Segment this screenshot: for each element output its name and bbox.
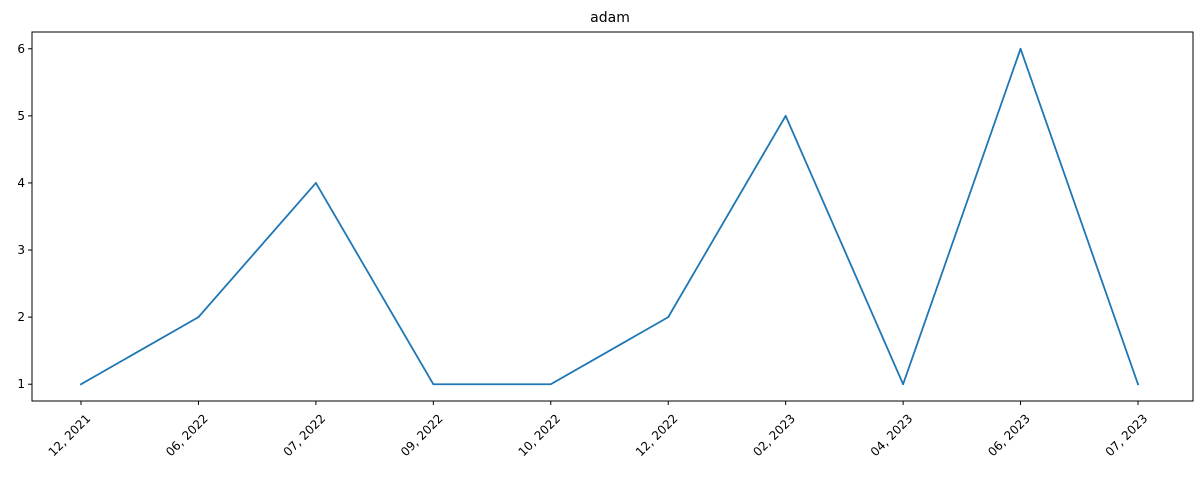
series-layer [79,47,1140,386]
data-point [784,114,787,117]
x-tick-label: 12, 2022 [633,411,681,459]
y-tick-label: 1 [17,377,25,391]
x-axis: 12, 2021 06, 2022 07, 2022 09, 2022 10, 2022… [46,401,1151,459]
y-tick-label: 6 [17,42,25,56]
series-line [79,47,1140,386]
x-tick-label: 06, 2022 [163,411,211,459]
y-tick-label: 3 [17,243,25,257]
data-point [197,316,200,319]
y-tick-label: 5 [17,109,25,123]
y-tick-label: 2 [17,310,25,324]
x-tick-label: 04, 2023 [868,411,916,459]
x-tick-label: 07, 2023 [1103,411,1151,459]
data-point [902,383,905,386]
data-point [80,383,82,386]
x-tick-label: 06, 2023 [985,411,1033,459]
data-point [549,383,552,386]
data-point [1137,383,1139,386]
x-tick-label: 02, 2023 [750,411,798,459]
x-tick-label: 09, 2022 [398,411,446,459]
y-tick-label: 4 [17,176,25,190]
x-tick-label: 07, 2022 [281,411,329,459]
plot-frame [31,31,1194,402]
y-axis: 1 2 3 4 5 6 [17,42,32,391]
data-point [667,316,670,319]
x-tick-label: 10, 2022 [515,411,563,459]
data-point [432,383,435,386]
chart-title: adam [590,10,630,26]
data-point [1019,47,1022,50]
data-point [314,182,317,184]
x-tick-label: 12, 2021 [46,411,94,459]
